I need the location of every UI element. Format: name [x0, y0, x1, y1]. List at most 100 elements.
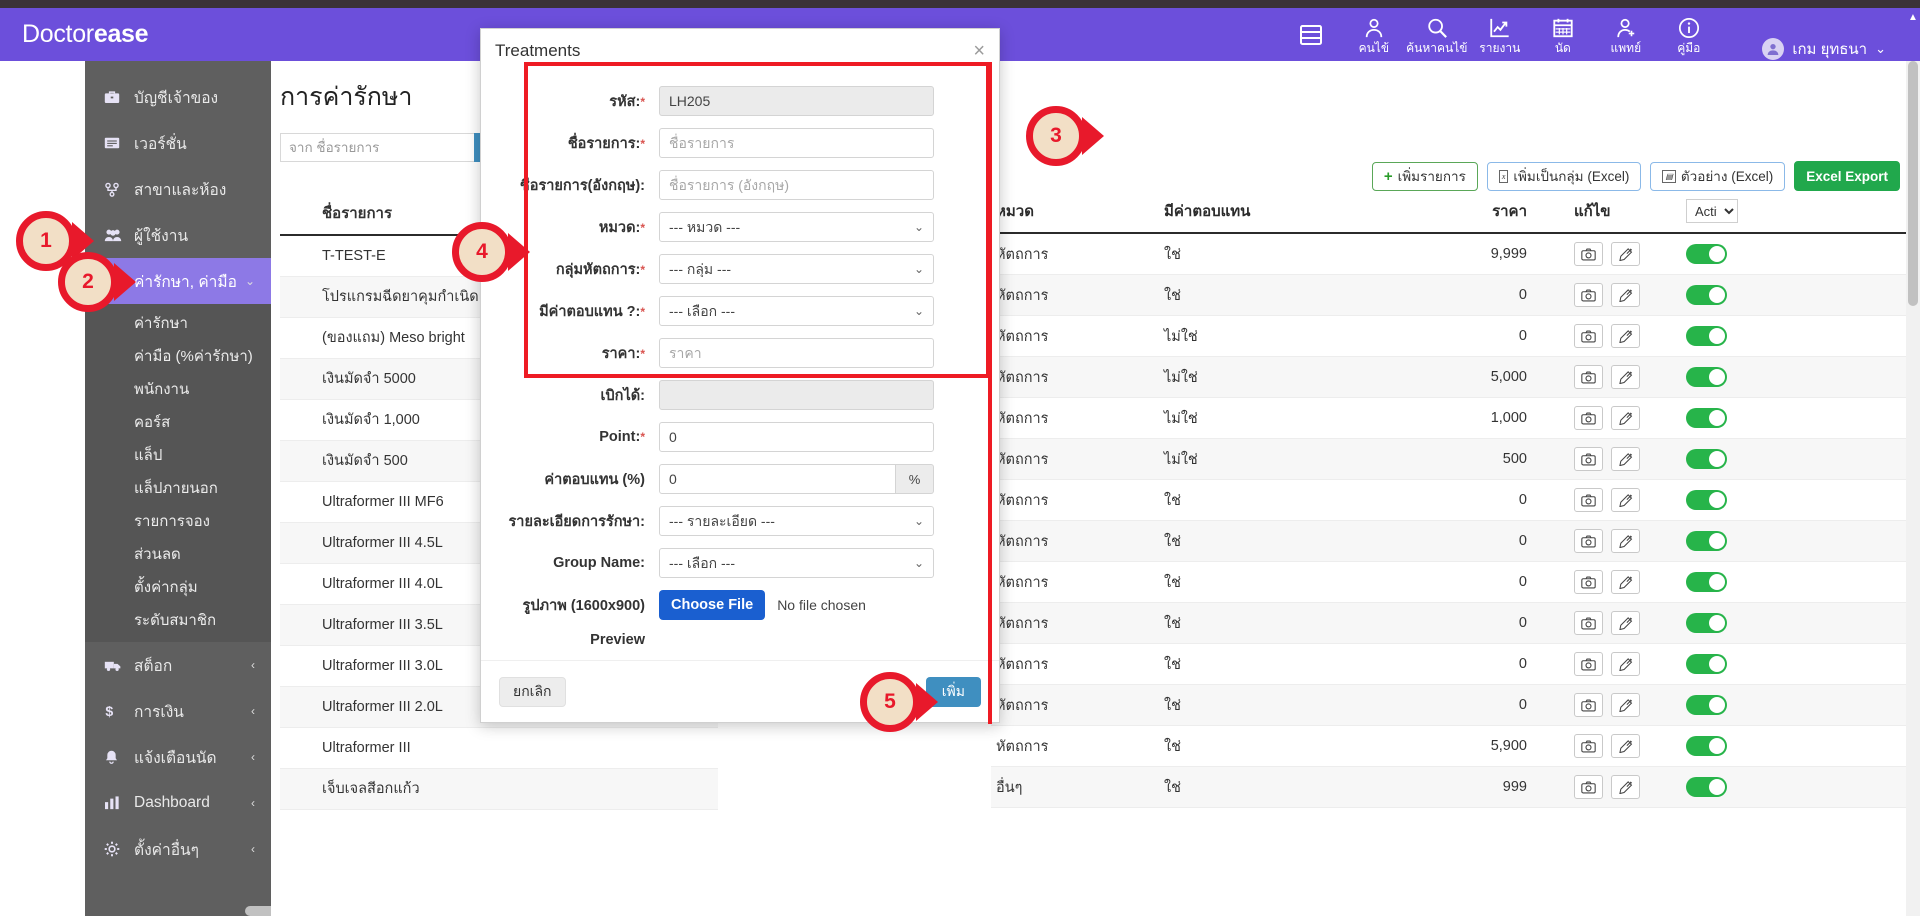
submit-button[interactable]: เพิ่ม [925, 676, 981, 707]
group-select[interactable]: --- กลุ่ม --- [659, 254, 934, 284]
edit-pencil-icon[interactable] [1611, 734, 1640, 758]
active-toggle[interactable] [1686, 613, 1727, 633]
table-row[interactable]: หัตถการ ใช่ 0 [991, 603, 1920, 644]
camera-icon[interactable] [1574, 611, 1603, 635]
brand-logo[interactable]: Doctorease [22, 20, 149, 49]
table-row[interactable]: หัตถการ ใช่ 0 [991, 644, 1920, 685]
list-item[interactable]: Ultraformer III [280, 728, 718, 769]
camera-icon[interactable] [1574, 406, 1603, 430]
table-row[interactable]: หัตถการ ไม่ใช่ 5,000 [991, 357, 1920, 398]
nav-item-appointment[interactable]: นัด [1531, 8, 1594, 61]
active-toggle[interactable] [1686, 367, 1727, 387]
camera-icon[interactable] [1574, 652, 1603, 676]
table-row[interactable]: หัตถการ ไม่ใช่ 0 [991, 316, 1920, 357]
search-input[interactable] [280, 133, 474, 162]
sidebar-item-treatment-fee[interactable]: ค่ารักษา, ค่ามือ ⌄ [85, 258, 271, 304]
sidebar-item-other-settings[interactable]: ตั้งค่าอื่นๆ ‹ [85, 826, 271, 872]
table-row[interactable]: หัตถการ ใช่ 0 [991, 562, 1920, 603]
add-item-button[interactable]: + เพิ่มรายการ [1371, 161, 1478, 191]
choose-file-button[interactable]: Choose File [659, 590, 766, 620]
edit-pencil-icon[interactable] [1611, 242, 1640, 266]
active-toggle[interactable] [1686, 736, 1727, 756]
withdrawable-input[interactable] [659, 380, 934, 410]
edit-pencil-icon[interactable] [1611, 611, 1640, 635]
edit-pencil-icon[interactable] [1611, 529, 1640, 553]
scrollbar-thumb[interactable] [1908, 61, 1918, 306]
table-row[interactable]: หัตถการ ไม่ใช่ 500 [991, 439, 1920, 480]
sidebar-item-stock[interactable]: สต็อก ‹ [85, 642, 271, 688]
active-toggle[interactable] [1686, 531, 1727, 551]
nav-item-report[interactable]: รายงาน [1468, 8, 1531, 61]
sidebar-subitem-discount[interactable]: ส่วนลด [134, 545, 181, 563]
table-row[interactable]: หัตถการ ใช่ 9,999 [991, 234, 1920, 275]
camera-icon[interactable] [1574, 365, 1603, 389]
list-item[interactable]: เจ็บเจลสีอกแก้ว [280, 769, 718, 810]
edit-pencil-icon[interactable] [1611, 488, 1640, 512]
camera-icon[interactable] [1574, 242, 1603, 266]
edit-pencil-icon[interactable] [1611, 652, 1640, 676]
commission-percent-input[interactable] [659, 464, 896, 494]
edit-pencil-icon[interactable] [1611, 775, 1640, 799]
camera-icon[interactable] [1574, 447, 1603, 471]
camera-icon[interactable] [1574, 529, 1603, 553]
active-toggle[interactable] [1686, 572, 1727, 592]
active-toggle[interactable] [1686, 654, 1727, 674]
sidebar-item-branch-room[interactable]: สาขาและห้อง [85, 166, 271, 212]
active-toggle[interactable] [1686, 695, 1727, 715]
sidebar-item-appointment-alert[interactable]: แจ้งเตือนนัด ‹ [85, 734, 271, 780]
active-toggle[interactable] [1686, 285, 1727, 305]
sidebar-item-dashboard[interactable]: Dashboard ‹ [85, 780, 271, 826]
scrollbar-up-arrow[interactable]: ▲ [1906, 8, 1920, 61]
price-input[interactable] [659, 338, 934, 368]
user-menu[interactable]: เกม ยุทธนา ⌄ [1762, 37, 1886, 61]
camera-icon[interactable] [1574, 283, 1603, 307]
table-row[interactable]: หัตถการ ใช่ 0 [991, 685, 1920, 726]
code-input[interactable] [659, 86, 934, 116]
edit-pencil-icon[interactable] [1611, 365, 1640, 389]
active-toggle[interactable] [1686, 777, 1727, 797]
active-toggle[interactable] [1686, 244, 1727, 264]
sidebar-subitem-staff[interactable]: พนักงาน [134, 380, 190, 398]
sidebar-subitem-lab[interactable]: แล็ป [134, 446, 163, 464]
sidebar-item-users[interactable]: ผู้ใช้งาน [85, 212, 271, 258]
active-toggle[interactable] [1686, 326, 1727, 346]
edit-pencil-icon[interactable] [1611, 447, 1640, 471]
sidebar-subitem-member-level[interactable]: ระดับสมาชิก [134, 611, 217, 629]
cancel-button[interactable]: ยกเลิก [499, 676, 566, 707]
active-filter-select[interactable]: Active [1686, 199, 1738, 223]
camera-icon[interactable] [1574, 775, 1603, 799]
sidebar-item-version[interactable]: เวอร์ชั่น [85, 120, 271, 166]
camera-icon[interactable] [1574, 570, 1603, 594]
hamburger-menu-button[interactable] [1279, 8, 1342, 61]
name-input[interactable] [659, 128, 934, 158]
nav-item-search-patient[interactable]: ค้นหาคนไข้ [1405, 8, 1468, 61]
active-toggle[interactable] [1686, 408, 1727, 428]
camera-icon[interactable] [1574, 324, 1603, 348]
table-row[interactable]: หัตถการ ใช่ 0 [991, 480, 1920, 521]
nav-item-manual[interactable]: คู่มือ [1657, 8, 1720, 61]
edit-pencil-icon[interactable] [1611, 406, 1640, 430]
table-row[interactable]: หัตถการ ใช่ 5,900 [991, 726, 1920, 767]
has-commission-select[interactable]: --- เลือก --- [659, 296, 934, 326]
active-toggle[interactable] [1686, 490, 1727, 510]
horizontal-scrollbar[interactable] [245, 906, 271, 916]
edit-pencil-icon[interactable] [1611, 283, 1640, 307]
sidebar-item-owner-account[interactable]: บัญชีเจ้าของ [85, 74, 271, 120]
edit-pencil-icon[interactable] [1611, 693, 1640, 717]
table-row[interactable]: อื่นๆ ใช่ 999 [991, 767, 1920, 808]
name-en-input[interactable] [659, 170, 934, 200]
nav-item-patient[interactable]: คนไข้ [1342, 8, 1405, 61]
sidebar-subitem-hand-fee[interactable]: ค่ามือ (%ค่ารักษา) [134, 347, 253, 365]
sidebar-subitem-booking-list[interactable]: รายการจอง [134, 512, 210, 530]
add-group-excel-button[interactable]: x เพิ่มเป็นกลุ่ม (Excel) [1486, 161, 1642, 191]
edit-pencil-icon[interactable] [1611, 570, 1640, 594]
sidebar-subitem-treatment-fee[interactable]: ค่ารักษา [134, 314, 188, 332]
edit-pencil-icon[interactable] [1611, 324, 1640, 348]
group-name-select[interactable]: --- เลือก --- [659, 548, 934, 578]
table-row[interactable]: หัตถการ ใช่ 0 [991, 275, 1920, 316]
sidebar-subitem-group-settings[interactable]: ตั้งค่ากลุ่ม [134, 578, 198, 596]
camera-icon[interactable] [1574, 734, 1603, 758]
sample-excel-button[interactable]: ▤ ตัวอย่าง (Excel) [1650, 161, 1786, 191]
vertical-scrollbar[interactable] [1906, 61, 1920, 916]
camera-icon[interactable] [1574, 693, 1603, 717]
